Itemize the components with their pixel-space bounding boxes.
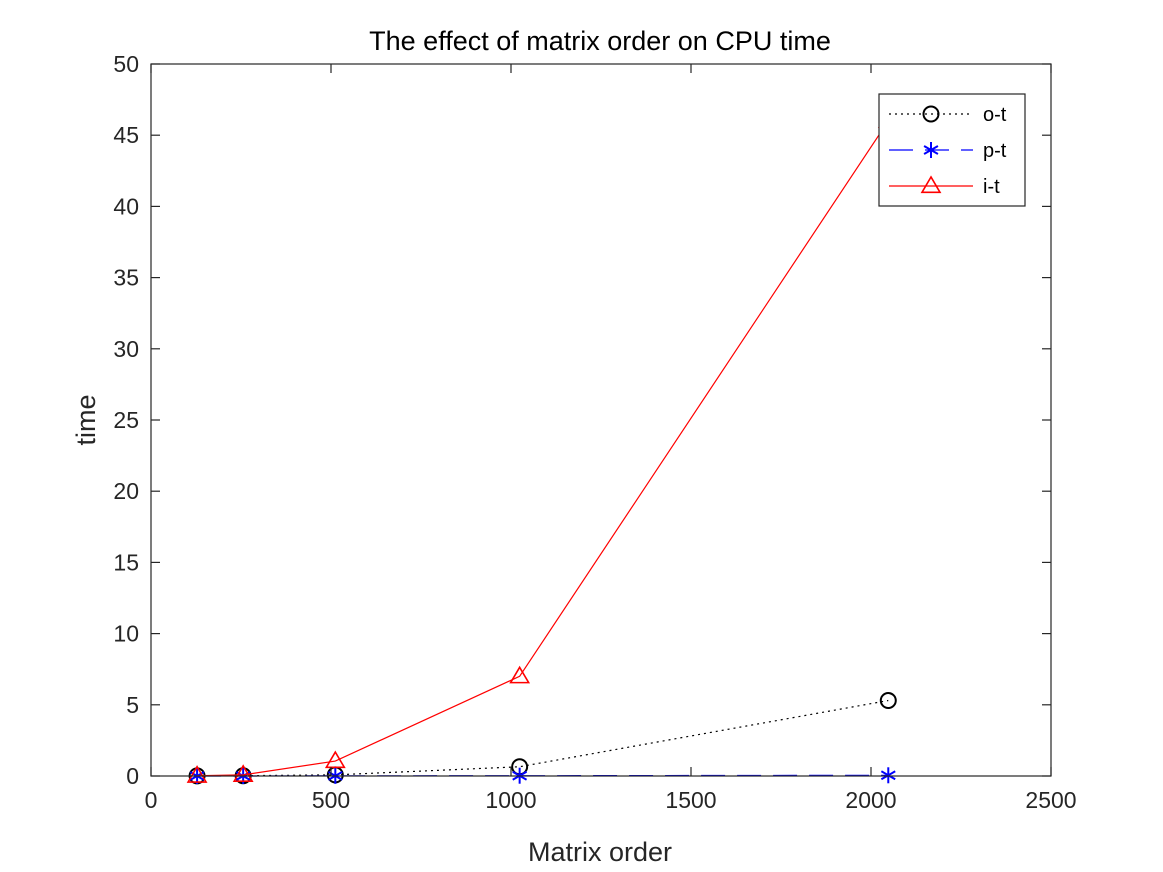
x-tick-label: 1000 [485,787,536,813]
x-axis-label: Matrix order [528,837,672,867]
series-line-o-t [197,699,889,777]
y-tick-label: 10 [113,621,139,647]
legend-label-i-t: i-t [983,176,1000,198]
x-tick-label: 2500 [1025,787,1076,813]
y-tick-label: 20 [113,478,139,504]
point-o-t [879,692,897,710]
y-tick-label: 45 [113,122,139,148]
y-tick-label: 5 [126,692,139,718]
x-tick-label: 0 [145,787,158,813]
point-i-t [232,764,254,782]
legend: o-t p-t i-t [878,93,1026,207]
point-i-t [186,765,208,783]
point-p-t [880,767,896,784]
legend-marker-i-t [920,175,942,194]
y-tick-label: 35 [113,265,139,291]
point-i-t [509,665,531,684]
legend-marker-p-t [923,142,939,158]
y-tick-label: 25 [113,407,139,433]
y-tick-label: 15 [113,549,139,575]
chart-title: The effect of matrix order on CPU time [369,26,831,56]
asterisk-stroke [880,770,896,781]
y-axis-label: time [71,394,101,445]
y-tick-label: 30 [113,336,139,362]
x-tick-label: 2000 [845,787,896,813]
y-tick-label: 40 [113,193,139,219]
y-tick-label: 50 [113,51,139,77]
point-i-t [324,750,346,769]
series-line-i-t [197,120,889,777]
legend-label-o-t: o-t [983,104,1007,126]
x-tick-label: 500 [312,787,350,813]
x-tick-label: 1500 [665,787,716,813]
y-tick-label: 0 [126,763,139,789]
asterisk-stroke [923,145,939,155]
legend-label-p-t: p-t [983,140,1007,162]
legend-marker-o-t [922,105,940,123]
